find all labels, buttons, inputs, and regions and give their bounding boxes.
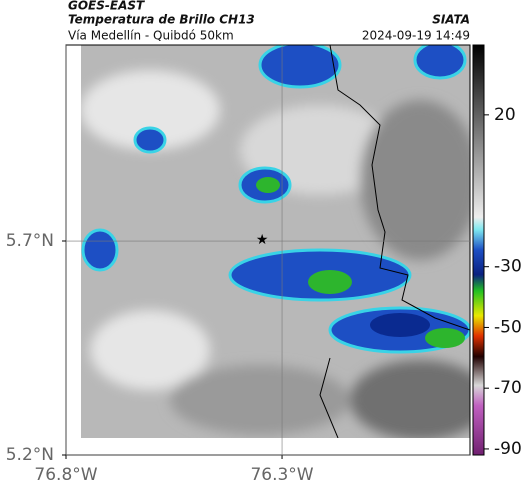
- agency: SIATA: [432, 13, 470, 27]
- x-tick-label: 76.8°W: [34, 465, 97, 485]
- location-marker: ★: [256, 232, 269, 248]
- source: GOES-EAST: [68, 0, 145, 13]
- region: Vía Medellín - Quibdó 50km: [68, 29, 234, 43]
- colorbar-tick-label: -90: [494, 439, 522, 459]
- y-tick-label: 5.7°N: [6, 231, 54, 251]
- colorbar-tick-label: -70: [494, 378, 522, 398]
- colorbar-tick-label: 20: [494, 105, 516, 125]
- colorbar-tick-label: -50: [494, 317, 522, 337]
- product: Temperatura de Brillo CH13: [68, 13, 255, 27]
- imagery: [81, 45, 470, 438]
- y-tick-label: 5.2°N: [6, 445, 54, 465]
- colorbar-tick-label: -30: [494, 257, 522, 277]
- colorbar: [472, 44, 485, 456]
- x-tick-label: 76.3°W: [250, 465, 313, 485]
- timestamp: 2024-09-19 14:49: [362, 29, 470, 43]
